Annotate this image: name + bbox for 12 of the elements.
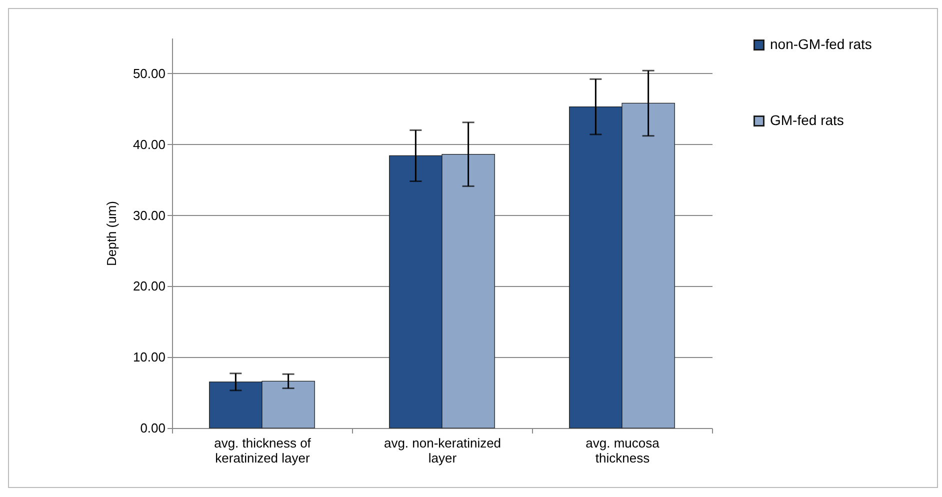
- y-tick-label: 0.00: [140, 420, 166, 436]
- x-tick-label: avg. thickness of keratinized layer: [214, 436, 312, 466]
- x-tick-label: avg. mucosa thickness: [586, 436, 660, 466]
- y-tick-label: 20.00: [132, 278, 166, 294]
- y-axis-title: Depth (um): [104, 200, 119, 266]
- legend-label: GM-fed rats: [770, 112, 844, 128]
- y-tick-label: 10.00: [132, 350, 166, 365]
- x-tick-label: avg. non-keratinized layer: [384, 436, 502, 466]
- y-tick-label: 40.00: [132, 136, 166, 152]
- y-tick-label: 30.00: [132, 208, 166, 223]
- legend-label: non-GM-fed rats: [770, 36, 872, 52]
- y-tick-label: 50.00: [132, 66, 166, 81]
